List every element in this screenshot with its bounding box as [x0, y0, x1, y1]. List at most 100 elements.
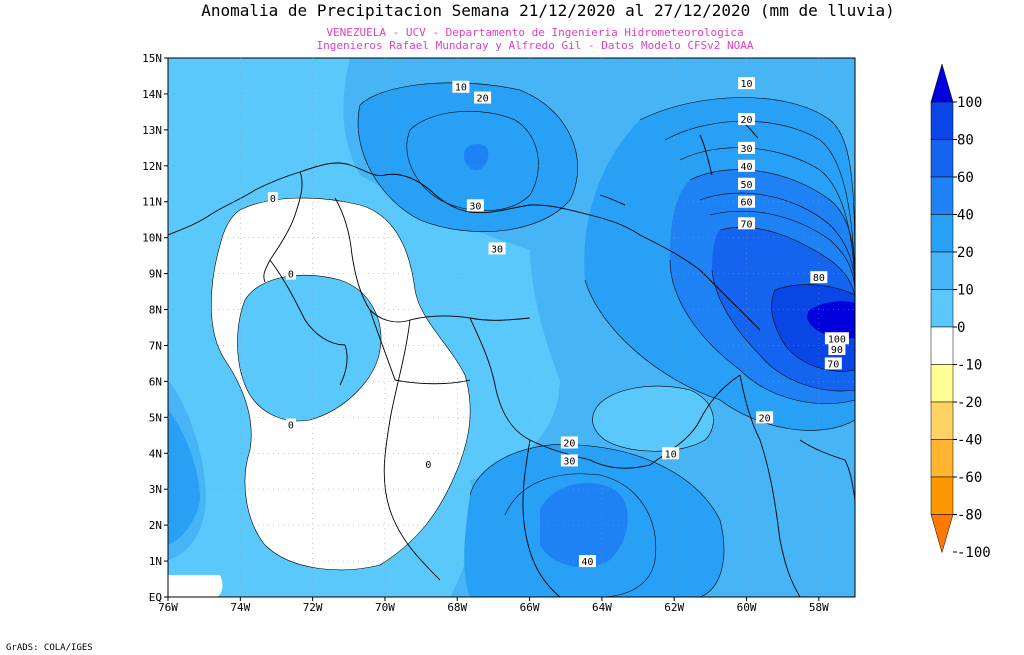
contour-label: 30: [738, 141, 756, 155]
colorbar-label: 0: [957, 320, 965, 336]
lon-tick-label: 68W: [447, 601, 467, 614]
contour-label-text: 20: [477, 94, 489, 105]
colorbar-label: -40: [957, 433, 982, 449]
contour-label-bg: [824, 357, 842, 370]
contour-label: 100: [824, 332, 849, 345]
lat-tick-label: 12N: [142, 160, 162, 173]
contour-label-bg: [423, 458, 434, 471]
contour-label-bg: [738, 77, 756, 90]
contour-label-text: 70: [827, 359, 839, 370]
lon-tick-label: 76W: [158, 601, 178, 614]
lat-tick-label: 2N: [149, 519, 162, 532]
lon-tick-label: 64W: [592, 601, 612, 614]
colorbar-label: 20: [957, 245, 974, 261]
colorbar-label: -20: [957, 395, 982, 411]
contour-label-bg: [738, 113, 756, 126]
contour-label-text: 60: [741, 198, 753, 209]
colorbar-label: 40: [957, 208, 974, 224]
contour-label-text: 70: [741, 219, 753, 230]
contour-label-bg: [488, 242, 506, 255]
colorbar-segment: [930, 364, 954, 403]
lon-tick-label: 66W: [520, 601, 540, 614]
contour-label-bg: [810, 271, 828, 284]
lat-tick-label: 10N: [142, 232, 162, 245]
colorbar-segment: [930, 439, 954, 478]
contour-label-text: 100: [828, 334, 846, 345]
lat-tick-label: 14N: [142, 88, 162, 101]
contour-label: 60: [738, 195, 756, 209]
contour-label-text: 40: [581, 557, 593, 568]
contour-label: 70: [824, 357, 842, 370]
lon-tick-label: 58W: [809, 601, 829, 614]
plot-frame: [167, 57, 856, 598]
contour-label-bg: [285, 267, 296, 280]
contour-label-bg: [560, 436, 578, 449]
contour-label-text: 30: [741, 144, 753, 155]
contour-label-bg: [578, 555, 596, 568]
colorbar-segment: [930, 326, 954, 365]
colorbar-label: 80: [957, 133, 974, 149]
contour-label-text: 30: [491, 244, 503, 255]
colorbar-segment: [930, 214, 954, 253]
colorbar-segment: [930, 289, 954, 328]
contour-label-text: 0: [425, 460, 431, 471]
contour-label-text: 30: [563, 456, 575, 467]
colorbar-segment: [930, 476, 954, 515]
contour-label: 0: [285, 418, 296, 432]
contour-label: 40: [738, 159, 756, 173]
contour-label: 20: [738, 113, 756, 126]
colorbar-label: -80: [957, 508, 982, 524]
contour-label-text: 80: [813, 273, 825, 284]
contour-label: 70: [738, 217, 756, 230]
contour-label-text: 0: [270, 194, 276, 205]
contour-label: 0: [267, 192, 278, 205]
contour-label-bg: [738, 177, 756, 190]
lon-tick-label: 60W: [737, 601, 757, 614]
contour-label-bg: [824, 332, 849, 345]
contour-label-bg: [828, 343, 846, 356]
contour-label-bg: [452, 80, 470, 93]
contour-label-bg: [738, 141, 756, 154]
contour-label-text: 20: [759, 413, 771, 424]
lat-tick-label: 1N: [149, 555, 162, 568]
contour-label-text: 10: [455, 83, 467, 94]
contour-label: 20: [560, 436, 578, 449]
contour-label-bg: [738, 217, 756, 230]
contour-label-bg: [756, 411, 774, 424]
lat-tick-label: 8N: [149, 304, 162, 317]
colorbar-label: 100: [957, 95, 982, 111]
contour-label-text: 30: [469, 201, 481, 212]
lon-tick-label: 70W: [375, 601, 395, 614]
colorbar-segment: [930, 176, 954, 215]
longitude-axis: 76W 74W 72W 70W 68W 66W 64W 62W 60W 58W: [158, 58, 829, 614]
contour-label: 10: [662, 447, 680, 460]
colorbar-bottom-arrow: [930, 514, 954, 554]
contour-label-text: 50: [741, 180, 753, 191]
credit-text: GrADS: COLA/IGES: [6, 643, 93, 653]
lat-tick-label: 6N: [149, 375, 162, 388]
contour-label-text: 10: [741, 79, 753, 90]
contour-label-text: 40: [741, 162, 753, 173]
contour-label: 50: [738, 177, 756, 191]
contour-label: 0: [285, 267, 296, 281]
contour-label: 30: [560, 454, 578, 467]
contour-label-bg: [285, 418, 296, 431]
contour-label: 20: [756, 411, 774, 424]
lon-tick-label: 74W: [230, 601, 250, 614]
lat-tick-label: 9N: [149, 268, 162, 281]
contour-label-bg: [738, 195, 756, 208]
lat-tick-label: 5N: [149, 411, 162, 424]
contour-label: 10: [452, 80, 470, 94]
lat-tick-label: 3N: [149, 483, 162, 496]
contour-label-bg: [738, 159, 756, 172]
contour-label: 30: [466, 199, 484, 212]
lat-tick-label: 13N: [142, 124, 162, 137]
lat-tick-label: 11N: [142, 196, 162, 209]
contour-label-text: 0: [288, 270, 294, 281]
contour-label-text: 20: [563, 438, 575, 449]
contour-label: 10: [738, 77, 756, 90]
contour-label-bg: [474, 91, 492, 104]
contour-label: 20: [474, 91, 492, 105]
map-subtitle-2: Ingenieros Rafael Mundaray y Alfredo Gil…: [316, 39, 753, 52]
